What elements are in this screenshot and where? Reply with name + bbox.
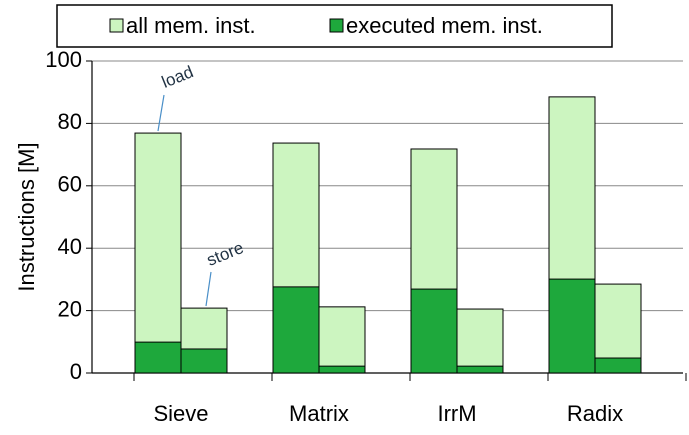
y-tick-label: 60: [58, 172, 82, 197]
annotation: store: [204, 238, 246, 270]
x-tick-label: Sieve: [153, 401, 208, 426]
annotation: load: [159, 62, 196, 92]
y-tick-label: 80: [58, 109, 82, 134]
y-tick-label: 100: [45, 47, 82, 72]
x-tick-label: Radix: [567, 401, 623, 426]
bar: [456, 308, 504, 374]
legend-label: all mem. inst.: [126, 13, 256, 38]
bar: [548, 278, 596, 374]
bar: [134, 132, 182, 374]
annotation-leader: [157, 94, 165, 132]
bar: [410, 288, 458, 374]
y-tick-label: 40: [58, 234, 82, 259]
bar: [180, 348, 228, 374]
annotation-leader: [205, 271, 212, 307]
bar: [134, 341, 182, 374]
legend-swatch: [329, 18, 344, 33]
bar: [318, 365, 366, 374]
y-axis-label: Instructions [M]: [14, 142, 39, 291]
bar: [456, 365, 504, 374]
bar: [272, 286, 320, 374]
y-tick-label: 0: [70, 359, 82, 384]
x-tick-label: IrrM: [437, 401, 476, 426]
bar: [594, 357, 642, 374]
legend-swatch: [109, 18, 124, 33]
legend-label: executed mem. inst.: [346, 13, 543, 38]
bar: [318, 306, 366, 374]
y-tick-label: 20: [58, 296, 82, 321]
x-tick-label: Matrix: [289, 401, 349, 426]
